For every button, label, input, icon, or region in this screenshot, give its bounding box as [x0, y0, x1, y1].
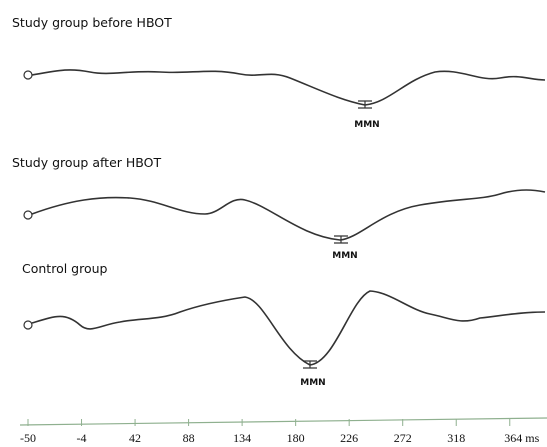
- x-tick-label: 134: [233, 431, 251, 445]
- start-marker: [23, 70, 33, 80]
- x-tick-label: -50: [20, 431, 36, 445]
- panel-title: Control group: [22, 261, 108, 276]
- waveform: [31, 290, 546, 366]
- mmn-marker: [303, 360, 317, 369]
- mmn-marker: [334, 235, 348, 244]
- x-tick-label: 88: [183, 431, 195, 445]
- x-tick-label: 272: [394, 431, 412, 445]
- x-tick-label: 42: [129, 431, 141, 445]
- start-marker: [23, 320, 33, 330]
- x-tick-label: 364 ms: [504, 431, 539, 445]
- waveform: [31, 189, 546, 241]
- x-tick-label: -4: [77, 431, 87, 445]
- waveform: [31, 69, 546, 106]
- mmn-marker: [358, 100, 372, 109]
- mmn-label: MMN: [300, 378, 325, 388]
- x-axis: [19, 417, 547, 426]
- x-tick-label: 318: [447, 431, 465, 445]
- x-tick-label: 180: [287, 431, 305, 445]
- panel-title: Study group before HBOT: [12, 15, 172, 30]
- panel-title: Study group after HBOT: [12, 155, 161, 170]
- start-marker: [23, 210, 33, 220]
- x-tick-label: 226: [340, 431, 358, 445]
- mmn-label: MMN: [354, 120, 379, 130]
- mmn-label: MMN: [332, 251, 357, 261]
